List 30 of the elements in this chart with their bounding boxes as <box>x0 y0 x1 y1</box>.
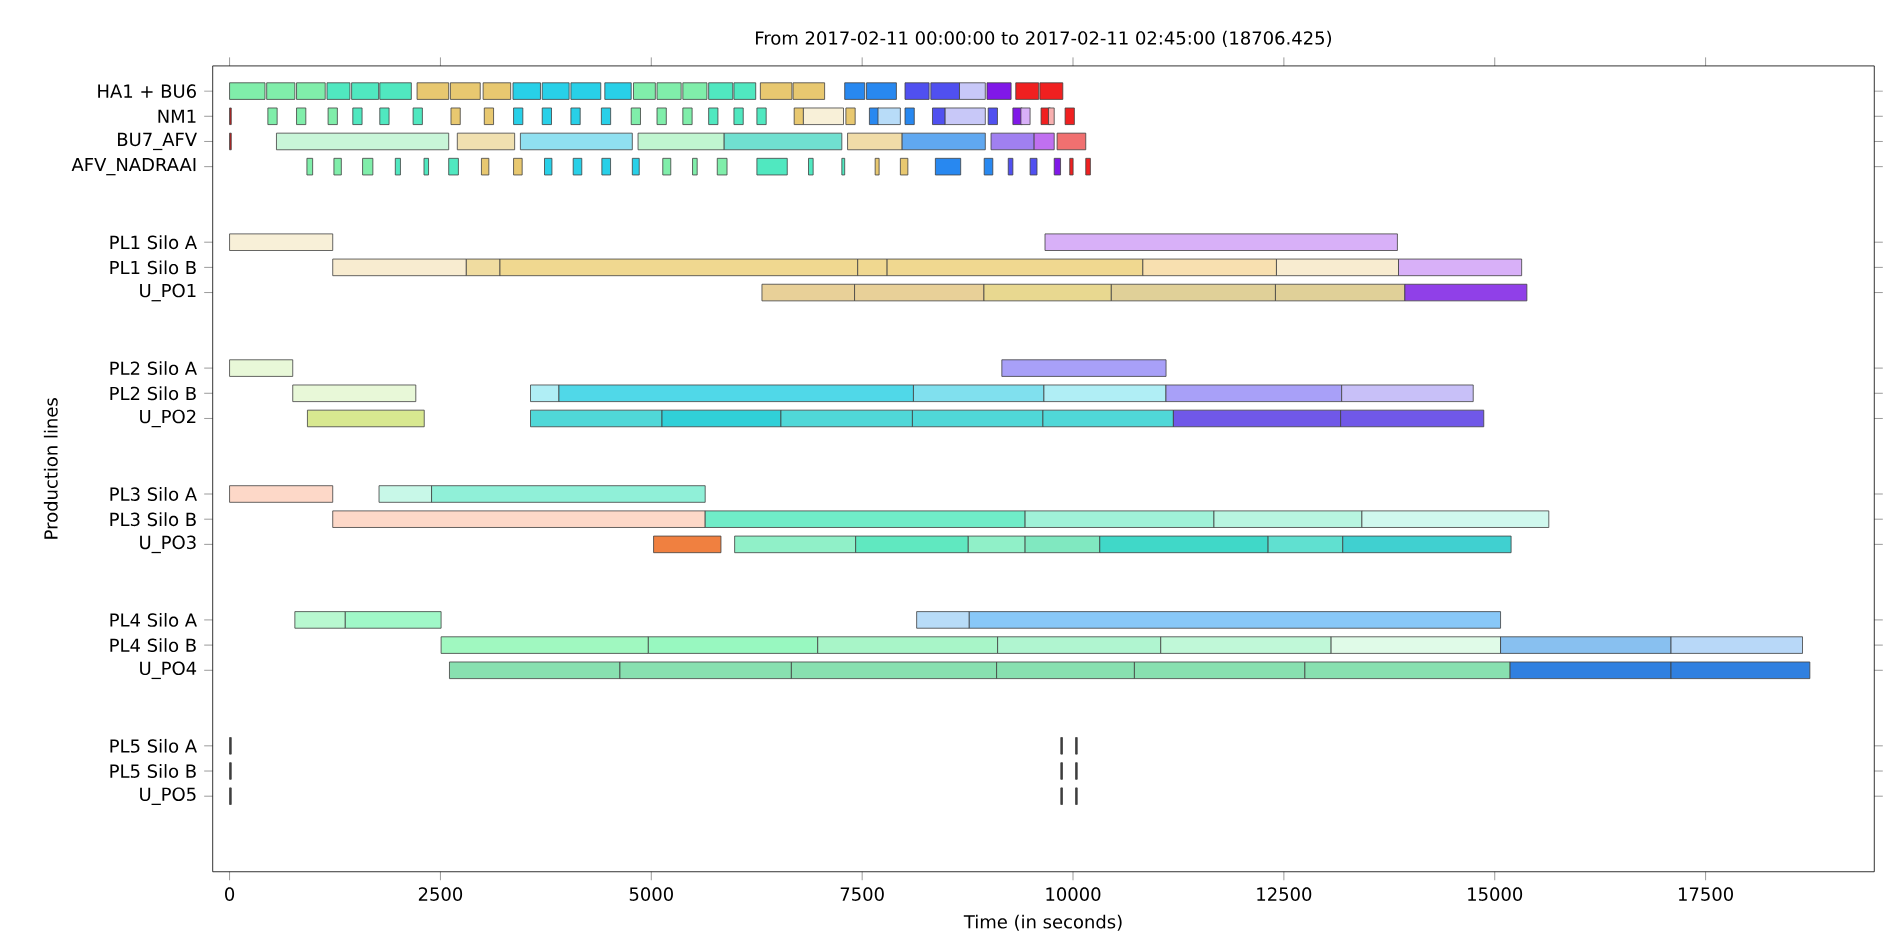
y-tick-label: PL2 Silo A <box>110 361 197 375</box>
x-axis-title: Time (in seconds) <box>963 914 1122 931</box>
y-tick-label: PL2 Silo B <box>110 386 196 401</box>
chart-title: From 2017-02-11 00:00:00 to 2017-02-11 02:45:00 (18706.425) <box>756 30 1332 47</box>
y-tick-label: PL1 Silo B <box>110 260 196 275</box>
x-tick-label: 7500 <box>840 887 884 901</box>
y-tick-label: HA1 + BU6 <box>98 84 196 98</box>
y-tick-label: PL3 Silo A <box>110 486 197 501</box>
y-tick-label: NM1 <box>158 109 196 123</box>
x-tick-label: 17500 <box>1678 887 1733 901</box>
y-tick-label: U_PO5 <box>140 787 196 805</box>
x-tick-label: 15000 <box>1468 887 1523 901</box>
y-tick-label: U_PO4 <box>140 661 197 679</box>
y-tick-label: PL4 Silo A <box>110 612 197 627</box>
y-tick-label: PL5 Silo B <box>110 763 196 778</box>
y-tick-label: PL1 Silo A <box>110 235 197 249</box>
y-tick-label: AFV_NADRAAI <box>71 157 196 176</box>
x-tick-label: 5000 <box>629 887 673 901</box>
y-tick-label: PL3 Silo B <box>110 512 196 526</box>
y-tick-label: BU7_AFV <box>118 132 197 150</box>
x-tick-label: 10000 <box>1046 887 1101 901</box>
x-tick-label: 2500 <box>418 887 463 901</box>
x-tick-label: 12500 <box>1257 887 1312 901</box>
y-axis-title: Production lines <box>43 397 58 539</box>
y-tick-label: PL4 Silo B <box>110 638 196 652</box>
y-tick-label: U_PO1 <box>140 283 196 302</box>
y-tick-label: PL5 Silo A <box>110 738 197 753</box>
y-tick-label: U_PO3 <box>140 535 196 554</box>
y-tick-label: U_PO2 <box>140 409 196 428</box>
x-tick-label: 0 <box>225 887 235 901</box>
